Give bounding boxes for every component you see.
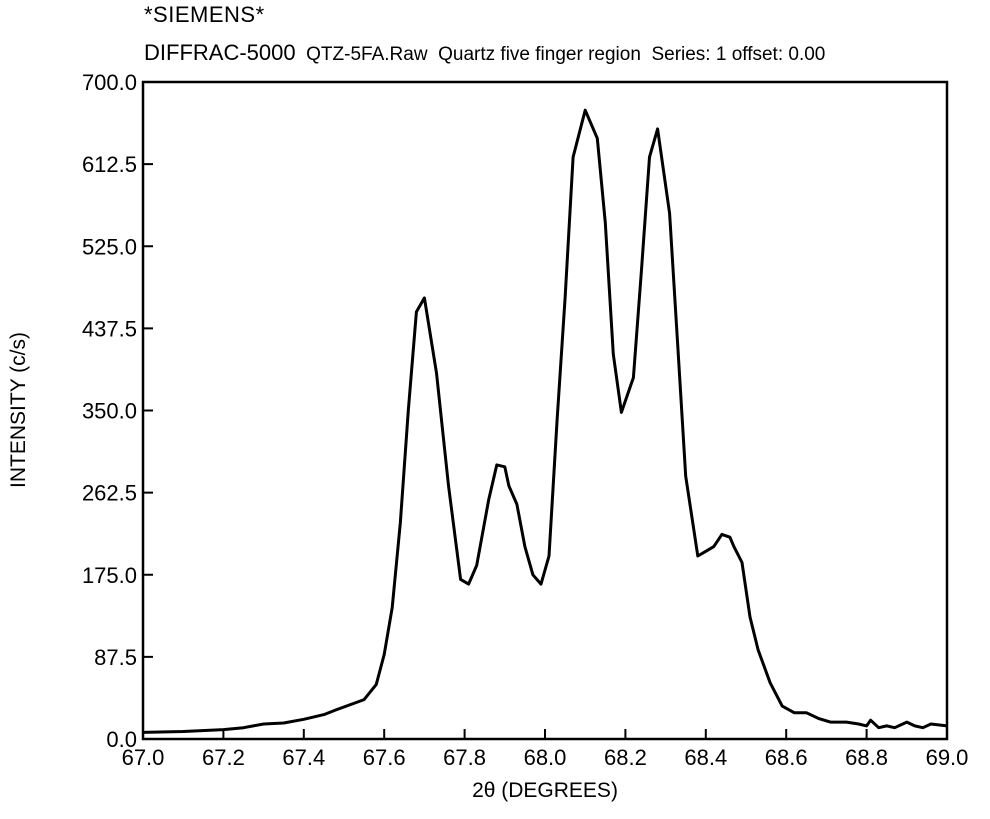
x-tick-label: 67.0 xyxy=(122,745,165,770)
y-tick-label: 437.5 xyxy=(82,316,137,341)
y-tick-label: 350.0 xyxy=(82,399,137,424)
y-tick-label: 525.0 xyxy=(82,234,137,259)
x-axis-tick-labels: 67.0 67.2 67.4 67.6 67.8 68.0 68.2 68.4 68.6 68.8… xyxy=(122,745,969,770)
intensity-series-line xyxy=(142,108,948,734)
x-tick-label: 68.8 xyxy=(845,745,888,770)
x-tick-label: 69.0 xyxy=(926,745,969,770)
y-tick-label: 262.5 xyxy=(82,481,137,506)
x-tick-label: 68.4 xyxy=(684,745,727,770)
series-info: Series: 1 offset: 0.00 xyxy=(651,44,826,65)
y-tick-label: 87.5 xyxy=(94,645,137,670)
plot-info-line: DIFFRAC-5000 QTZ-5FA.Raw Quartz five fin… xyxy=(144,40,825,66)
scan-description: Quartz five finger region xyxy=(438,44,641,65)
x-tick-label: 67.8 xyxy=(443,745,486,770)
y-axis-label: INTENSITY (c/s) xyxy=(7,332,30,488)
x-tick-label: 68.6 xyxy=(765,745,808,770)
y-tick-label: 175.0 xyxy=(82,563,137,588)
x-tick-label: 68.0 xyxy=(524,745,567,770)
y-tick-label: 612.5 xyxy=(82,152,137,177)
instrument-name: DIFFRAC-5000 xyxy=(144,40,296,65)
plot-frame xyxy=(141,80,949,741)
y-axis-tick-labels: 0.0 87.5 175.0 262.5 350.0 437.5 525.0 612.5 700… xyxy=(82,70,137,752)
x-axis-ticks xyxy=(142,729,948,739)
y-tick-label: 0.0 xyxy=(106,727,137,752)
x-tick-label: 67.4 xyxy=(282,745,325,770)
y-axis-ticks xyxy=(143,81,153,740)
x-tick-label: 67.2 xyxy=(202,745,245,770)
x-tick-label: 67.6 xyxy=(363,745,406,770)
x-axis-label: 2θ (DEGREES) xyxy=(472,779,618,802)
file-name: QTZ-5FA.Raw xyxy=(306,44,428,65)
y-tick-label: 700.0 xyxy=(82,70,137,95)
x-tick-label: 68.2 xyxy=(604,745,647,770)
brand-header: *SIEMENS* xyxy=(144,2,265,27)
